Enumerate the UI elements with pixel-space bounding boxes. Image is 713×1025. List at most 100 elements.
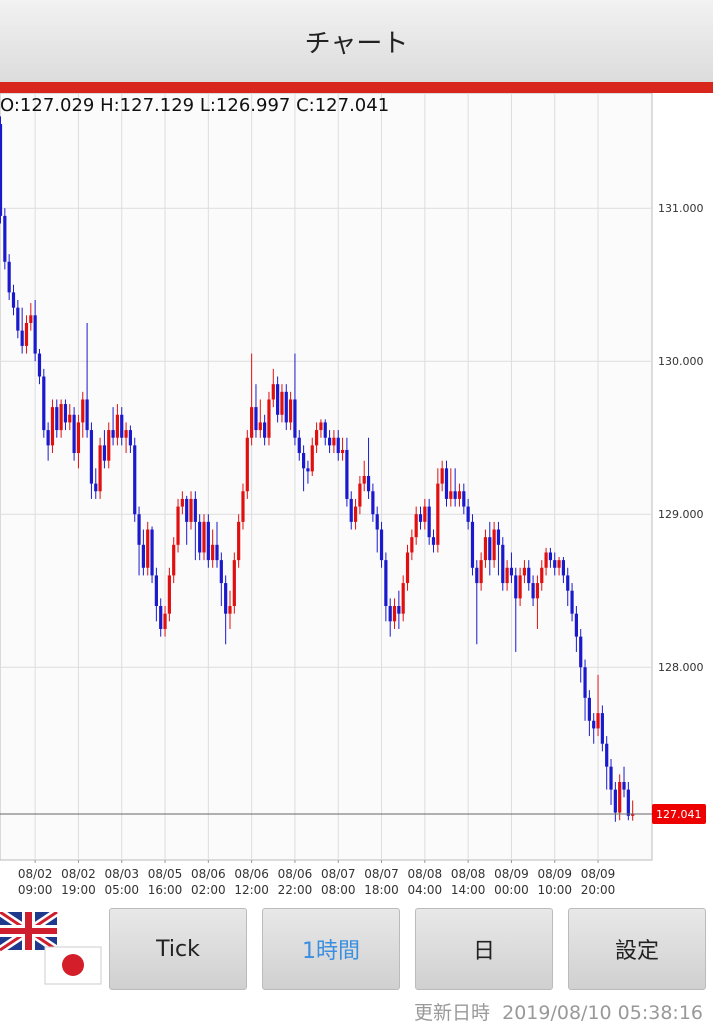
candle-body bbox=[444, 468, 449, 499]
candle-body bbox=[340, 449, 345, 454]
x-tick-label: 08/07 08:00 bbox=[320, 867, 356, 897]
candle-body bbox=[527, 567, 531, 584]
candle-body bbox=[349, 498, 353, 522]
candle-body bbox=[626, 789, 630, 816]
candle-body bbox=[241, 491, 245, 522]
candle-body bbox=[141, 544, 145, 568]
flag-jp bbox=[44, 946, 102, 985]
candle-body bbox=[284, 391, 288, 423]
candle-body bbox=[219, 560, 223, 584]
candle-body bbox=[306, 468, 310, 472]
candle-body bbox=[353, 506, 358, 522]
last-price-box bbox=[652, 803, 706, 824]
candle-body bbox=[76, 422, 81, 454]
last-price-label: 127.041 bbox=[656, 808, 702, 821]
candle-body bbox=[509, 567, 514, 576]
candle-body bbox=[302, 453, 306, 469]
candle-body bbox=[358, 483, 362, 507]
candle-body bbox=[16, 307, 20, 331]
candle-body bbox=[185, 498, 189, 522]
candle-body bbox=[574, 613, 578, 637]
candle-body bbox=[102, 445, 107, 461]
button[interactable]: 日 bbox=[415, 908, 553, 990]
candle-body bbox=[111, 430, 115, 438]
candle-body bbox=[587, 697, 591, 721]
candle-body bbox=[332, 437, 336, 446]
candle-body bbox=[29, 315, 33, 323]
candle-body bbox=[323, 422, 327, 438]
candle-body bbox=[362, 475, 366, 484]
candle-body bbox=[609, 766, 613, 790]
x-tick-label: 08/06 12:00 bbox=[234, 867, 269, 897]
candle-body bbox=[375, 514, 379, 530]
x-tick-label: 08/02 19:00 bbox=[61, 867, 96, 897]
candle-body bbox=[548, 552, 553, 561]
candle-body bbox=[115, 414, 120, 438]
candle-body bbox=[228, 606, 232, 614]
candle-body bbox=[570, 590, 574, 614]
candle-body bbox=[276, 384, 280, 415]
candle-body bbox=[449, 491, 453, 499]
candle-body bbox=[124, 430, 128, 438]
candle-body bbox=[128, 430, 132, 446]
update-label: 更新日時 bbox=[414, 1002, 491, 1024]
candle-body bbox=[37, 353, 42, 377]
candle-body bbox=[133, 445, 137, 515]
candle-body bbox=[63, 404, 68, 423]
candle-body bbox=[514, 575, 518, 599]
candle-body bbox=[263, 422, 267, 438]
candle-body bbox=[505, 567, 509, 584]
candle-body bbox=[427, 506, 431, 538]
y-tick-label: 130.000 bbox=[658, 355, 704, 368]
update-timestamp: 2019/08/10 05:38:16 bbox=[502, 1002, 703, 1024]
candle-body bbox=[613, 789, 617, 813]
candle-body bbox=[50, 407, 55, 446]
candle-body bbox=[345, 449, 349, 499]
candle-body bbox=[0, 124, 3, 216]
y-tick-label: 128.000 bbox=[658, 661, 704, 674]
x-tick-label: 08/09 20:00 bbox=[580, 867, 616, 897]
candle-body bbox=[167, 575, 171, 614]
candle-body bbox=[535, 583, 540, 599]
candle-body bbox=[310, 445, 314, 472]
candle-body bbox=[392, 606, 397, 622]
button[interactable]: Tick bbox=[109, 908, 247, 990]
button[interactable]: 設定 bbox=[568, 908, 706, 990]
candle-body bbox=[258, 422, 262, 431]
candle-body bbox=[431, 537, 436, 545]
candle-body bbox=[540, 567, 544, 584]
header-bar bbox=[0, 82, 713, 93]
candle-body bbox=[544, 552, 548, 568]
candle-body bbox=[98, 445, 102, 492]
candle-body bbox=[618, 781, 622, 813]
chart: 128.000 129.000 130.000 131.000 127.041 bbox=[0, 93, 706, 863]
candle-body bbox=[388, 606, 392, 622]
candle-body bbox=[522, 567, 527, 576]
update-time: 更新日時 2019/08/10 05:38:16 bbox=[414, 998, 703, 1025]
candle-body bbox=[120, 414, 124, 438]
candle-body bbox=[271, 384, 275, 400]
currency-flags[interactable] bbox=[0, 912, 105, 987]
candle-body bbox=[150, 529, 154, 576]
x-tick-label: 08/06 02:00 bbox=[191, 867, 226, 897]
candle-body bbox=[566, 575, 570, 591]
candle-body bbox=[492, 529, 496, 561]
candle-body bbox=[327, 437, 332, 446]
candle-body bbox=[280, 391, 284, 415]
candle-body bbox=[561, 560, 565, 576]
candle-body bbox=[237, 521, 241, 561]
candle-body bbox=[475, 567, 479, 584]
candle-body bbox=[401, 583, 405, 614]
candle-body bbox=[366, 475, 371, 492]
candle-body bbox=[518, 575, 522, 599]
candle-body bbox=[245, 437, 249, 492]
candle-body bbox=[596, 713, 600, 729]
candle-body bbox=[224, 583, 228, 614]
candle-body bbox=[440, 468, 444, 484]
y-tick-label: 131.000 bbox=[658, 202, 704, 215]
candle-body bbox=[557, 560, 561, 568]
candle-body bbox=[172, 544, 176, 576]
candle-body bbox=[319, 422, 323, 431]
button[interactable]: 1時間 bbox=[262, 908, 400, 990]
